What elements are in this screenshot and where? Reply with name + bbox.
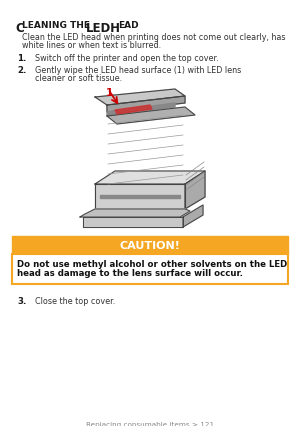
Polygon shape: [95, 184, 185, 210]
Text: C: C: [15, 22, 24, 35]
Text: CAUTION!: CAUTION!: [120, 240, 180, 250]
Text: 3.: 3.: [17, 296, 26, 305]
Text: white lines or when text is blurred.: white lines or when text is blurred.: [22, 41, 161, 50]
Text: LEANING THE: LEANING THE: [22, 20, 93, 29]
Text: Clean the LED head when printing does not come out clearly, has: Clean the LED head when printing does no…: [22, 33, 286, 42]
Text: 2.: 2.: [17, 66, 26, 75]
Text: Do not use methyl alcohol or other solvents on the LED: Do not use methyl alcohol or other solve…: [17, 259, 287, 268]
Text: H: H: [106, 22, 120, 35]
Polygon shape: [115, 106, 152, 115]
FancyBboxPatch shape: [12, 236, 288, 254]
Text: cleaner or soft tissue.: cleaner or soft tissue.: [35, 74, 122, 83]
Polygon shape: [100, 196, 180, 199]
Text: Gently wipe the LED head surface (1) with LED lens: Gently wipe the LED head surface (1) wit…: [35, 66, 241, 75]
Polygon shape: [107, 104, 175, 117]
Text: Close the top cover.: Close the top cover.: [35, 296, 115, 305]
Polygon shape: [80, 210, 190, 218]
Text: EAD: EAD: [118, 20, 139, 29]
Polygon shape: [95, 90, 185, 106]
Text: head as damage to the lens surface will occur.: head as damage to the lens surface will …: [17, 268, 243, 277]
Polygon shape: [183, 205, 203, 227]
Text: 1: 1: [106, 88, 113, 98]
Polygon shape: [185, 172, 205, 210]
Text: Switch off the printer and open the top cover.: Switch off the printer and open the top …: [35, 54, 219, 63]
Text: LED: LED: [86, 22, 111, 35]
Polygon shape: [95, 172, 205, 184]
Polygon shape: [83, 218, 183, 227]
Text: 1.: 1.: [17, 54, 26, 63]
Text: Replacing consumable items > 121: Replacing consumable items > 121: [86, 421, 214, 426]
FancyBboxPatch shape: [12, 254, 288, 284]
Polygon shape: [107, 97, 185, 113]
Polygon shape: [107, 108, 195, 125]
